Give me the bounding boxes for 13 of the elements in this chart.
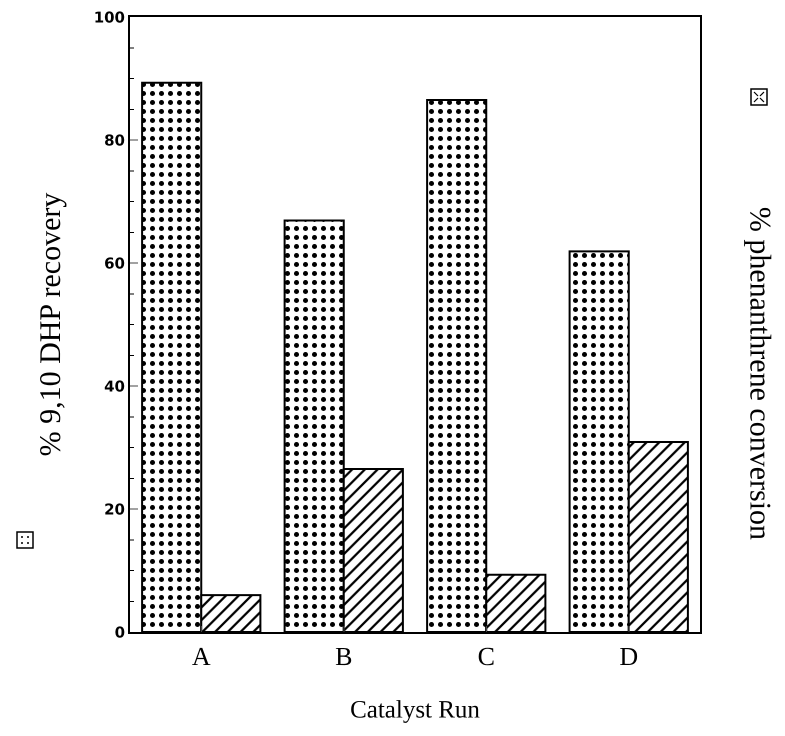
y-tick-label: 20	[104, 500, 125, 518]
y-tick-label: 80	[104, 131, 125, 150]
y-tick-label: 40	[104, 377, 125, 396]
x-tick-label: A	[192, 642, 211, 672]
x-tick-label: B	[335, 642, 352, 672]
y-tick-label: 60	[104, 254, 125, 272]
y2-axis-title: % phenanthrene conversion	[744, 206, 777, 540]
x-tick-label: D	[619, 642, 638, 672]
y-axis-title: % 9,10 DHP recovery	[34, 192, 68, 456]
y-tick-label: 0	[114, 623, 125, 642]
x-tick-label: C	[478, 642, 495, 672]
y-tick-label: 100	[94, 8, 125, 26]
x-axis-title: Catalyst Run	[350, 696, 480, 724]
